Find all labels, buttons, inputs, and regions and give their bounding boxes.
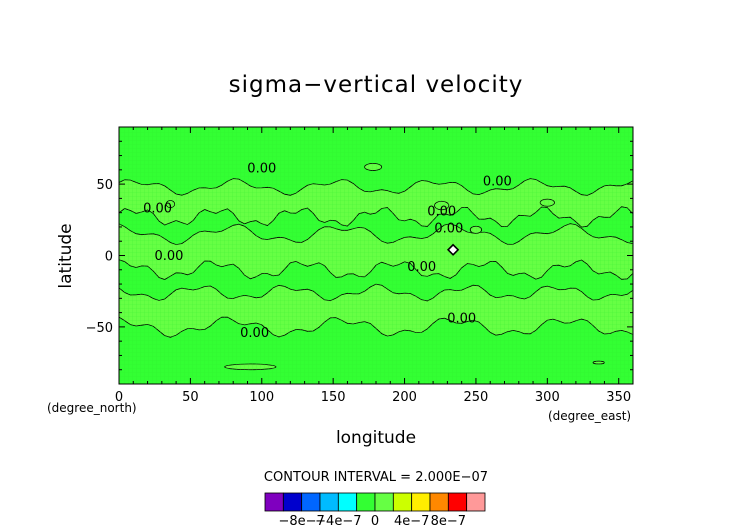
field-texture — [119, 127, 633, 384]
y-tick-label: 50 — [96, 178, 113, 193]
x-tick-label: 200 — [392, 390, 417, 405]
contour-label: 0.00 — [407, 260, 436, 275]
contour-label: 0.00 — [434, 222, 463, 237]
contour-label: 0.00 — [247, 162, 276, 177]
colorbar-tick-label: −8e−7 — [279, 514, 325, 529]
contour-label: 0.00 — [427, 205, 456, 220]
contour-label: 0.00 — [143, 202, 172, 217]
colorbar-swatch — [411, 492, 431, 512]
y-axis: −50 0 50 — [86, 140, 633, 371]
plot-area: 0.00 0.00 0.00 0.00 0.00 0.00 0.00 0.00 0.00 — [118, 126, 634, 385]
contour-label: 0.00 — [154, 249, 183, 264]
x-tick-label: 0 — [115, 390, 123, 405]
contour-label: 0.00 — [240, 326, 269, 341]
contour-interval-note: CONTOUR INTERVAL = 2.000E−07 — [264, 470, 488, 485]
x-axis-title: longitude — [336, 428, 416, 448]
x-tick-label: 150 — [321, 390, 346, 405]
contour-labels: 0.00 0.00 0.00 0.00 0.00 0.00 0.00 0.00 0.00 — [143, 162, 512, 341]
colorbar-swatch — [337, 492, 358, 512]
x-tick-label: 250 — [464, 390, 489, 405]
colorbar-swatch — [319, 492, 339, 512]
colorbar: −8e−7−4e−7 0 4e−7 8e−7 — [264, 492, 486, 529]
colorbar-swatch — [282, 492, 303, 512]
contour-label: 0.00 — [483, 175, 512, 190]
y-axis-title: latitude — [56, 223, 76, 288]
colorbar-swatch — [447, 492, 468, 512]
colorbar-swatch — [429, 492, 449, 512]
colorbar-swatch — [356, 492, 376, 512]
y-unit-label: (degree_north) — [47, 401, 137, 415]
colorbar-tick-label: 8e−7 — [431, 514, 466, 529]
colorbar-tick-label: 4e−7 — [394, 514, 429, 529]
x-axis: 0 50 100 150 200 250 300 350 — [115, 127, 631, 405]
point-marker — [446, 243, 460, 256]
diamond-marker — [446, 243, 460, 256]
x-unit-label: (degree_east) — [548, 409, 631, 423]
y-tick-label: −50 — [86, 321, 113, 336]
chart-title: sigma−vertical velocity — [229, 72, 524, 98]
colorbar-tick-label: 0 — [371, 514, 379, 529]
colorbar-swatch — [392, 492, 413, 512]
colorbar-swatch — [466, 492, 486, 512]
colorbar-swatch — [301, 492, 321, 512]
x-tick-label: 50 — [182, 390, 199, 405]
contour-label: 0.00 — [447, 312, 476, 327]
colorbar-tick-label: −4e−7 — [315, 514, 361, 529]
colorbar-swatch — [374, 492, 394, 512]
x-tick-label: 100 — [249, 390, 274, 405]
x-tick-label: 300 — [535, 390, 560, 405]
colorbar-swatch — [264, 492, 284, 512]
y-tick-label: 0 — [105, 250, 113, 265]
x-tick-label: 350 — [606, 390, 631, 405]
